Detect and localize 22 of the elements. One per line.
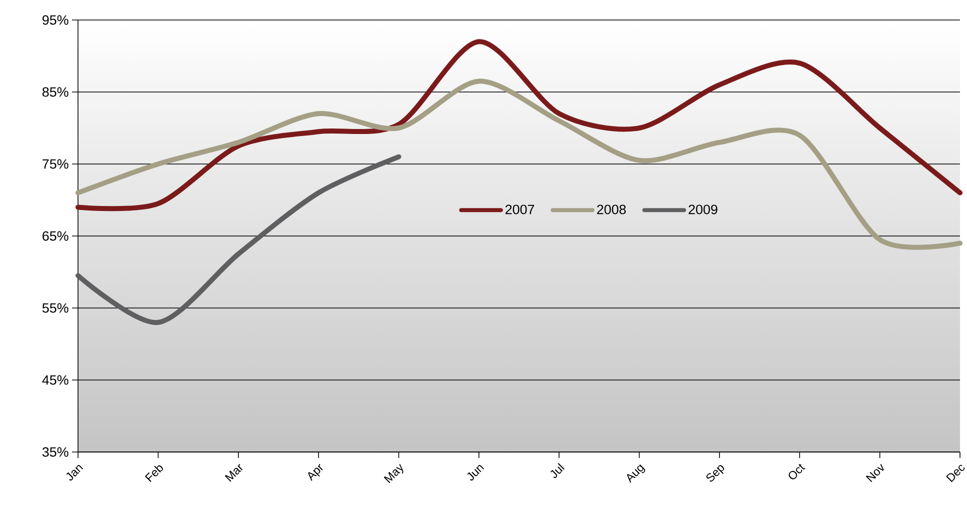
x-tick-label: Jul [550,463,565,478]
x-tick-label: May [384,464,404,484]
x-tick-label: Oct [788,464,806,480]
x-tick-label: Apr [308,464,323,481]
x-tick-label: Feb [144,465,163,482]
legend-label: 2007 [506,204,534,214]
y-tick-label: 65% [42,231,68,241]
x-tick-label: Sep [706,465,724,482]
y-tick-label: 45% [42,375,68,385]
y-tick-label: 35% [42,447,68,457]
x-tick-label: Nov [866,464,884,482]
x-tick-label: Mar [224,464,243,482]
x-tick-label: Jan [66,464,84,480]
y-tick-label: 75% [42,159,68,169]
legend-label: 2009 [688,204,718,214]
y-tick-label: 55% [42,303,68,313]
x-tick-label: Jun [467,464,484,480]
x-tick-label: Aug [626,464,646,483]
x-tick-label: Dec [946,464,965,482]
y-tick-label: 85% [42,87,68,97]
legend-label: 2008 [597,204,626,214]
y-tick-label: 95% [42,15,68,25]
